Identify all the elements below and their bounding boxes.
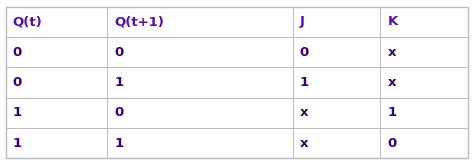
Text: 1: 1 (388, 106, 397, 119)
Text: x: x (388, 76, 396, 89)
Text: K: K (388, 15, 398, 28)
Text: x: x (300, 106, 308, 119)
Text: x: x (388, 46, 396, 59)
Text: 0: 0 (13, 46, 22, 59)
Text: 0: 0 (300, 46, 309, 59)
Text: 1: 1 (300, 76, 309, 89)
Text: 0: 0 (115, 46, 124, 59)
Text: Q(t+1): Q(t+1) (115, 15, 164, 28)
Text: 1: 1 (115, 76, 124, 89)
Text: Q(t): Q(t) (13, 15, 43, 28)
Text: x: x (300, 137, 308, 150)
Text: 1: 1 (13, 106, 22, 119)
Text: 0: 0 (115, 106, 124, 119)
Text: 0: 0 (13, 76, 22, 89)
Text: 0: 0 (388, 137, 397, 150)
Text: J: J (300, 15, 304, 28)
Text: 1: 1 (115, 137, 124, 150)
Text: 1: 1 (13, 137, 22, 150)
